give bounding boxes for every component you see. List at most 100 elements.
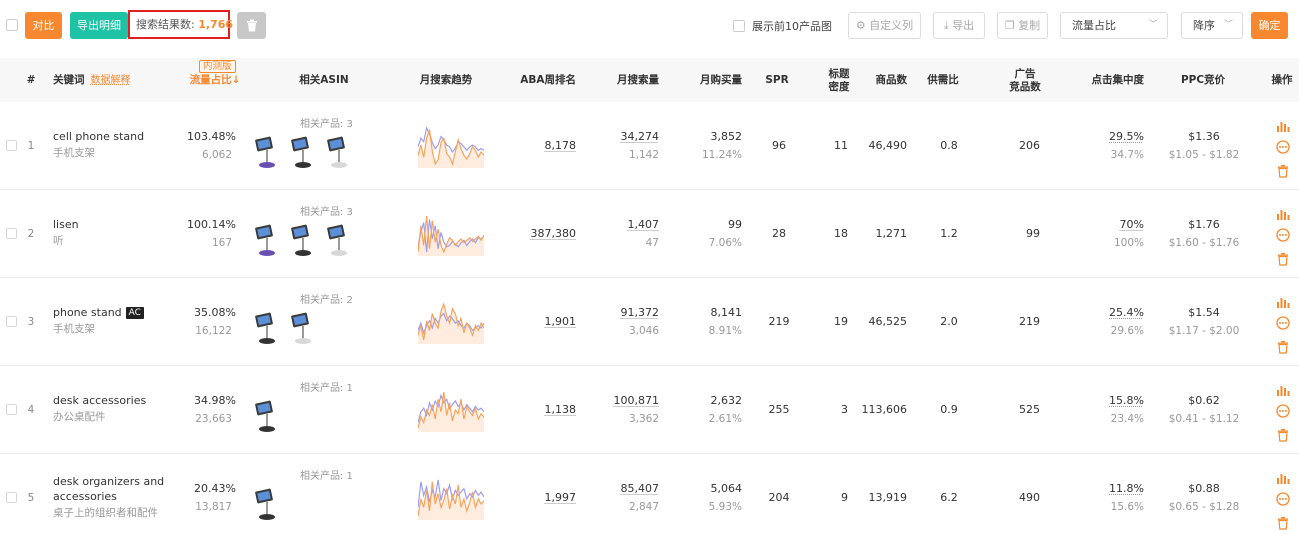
aba-rank-value[interactable]: 387,380 [530, 227, 577, 240]
click-concentration-value[interactable]: 25.4% [1109, 306, 1144, 319]
chart-bar-icon[interactable] [1276, 295, 1290, 309]
row-checkbox[interactable] [6, 228, 17, 239]
click-concentration-value[interactable]: 11.8% [1109, 482, 1144, 495]
keyword-text[interactable]: desk organizers and [53, 475, 165, 488]
keyword-translation: 桌子上的组织者和配件 [53, 507, 158, 519]
phone-stand-thumbnail[interactable] [324, 222, 354, 258]
chart-bar-icon[interactable] [1276, 471, 1290, 485]
chart-bar-icon[interactable] [1276, 383, 1290, 397]
monthly-search-trend-chart[interactable] [418, 122, 484, 168]
more-circle-icon[interactable] [1276, 492, 1290, 506]
spr-value: 96 [772, 139, 786, 152]
export-detail-button[interactable]: 导出明细 [70, 12, 128, 39]
custom-columns-button[interactable]: ⚙ 自定义列 [848, 12, 921, 39]
col-supply-demand[interactable]: 供需比 [927, 74, 959, 86]
keyword-text[interactable]: desk accessories [53, 394, 147, 407]
ad-products-value: 525 [1019, 403, 1040, 416]
monthly-search-value[interactable]: 34,274 [620, 130, 660, 143]
click-concentration-value[interactable]: 15.8% [1109, 394, 1144, 407]
more-circle-icon[interactable] [1276, 140, 1290, 154]
more-circle-icon[interactable] [1276, 228, 1290, 242]
keyword-text[interactable]: phone stand AC [53, 306, 144, 320]
trash-icon[interactable] [1276, 428, 1290, 442]
col-keyword: 关键词 数据解释 [53, 74, 131, 87]
confirm-button[interactable]: 确定 [1251, 12, 1288, 39]
monthly-search-value[interactable]: 100,871 [613, 394, 660, 407]
table-row: 3 phone stand AC 手机支架 35.08% 16,122 相关产品: 2 1,9… [0, 278, 1299, 366]
phone-stand-thumbnail[interactable] [288, 310, 318, 346]
show-top10-checkbox[interactable] [733, 20, 745, 32]
phone-stand-thumbnail[interactable] [252, 134, 282, 170]
trash-icon[interactable] [1276, 164, 1290, 178]
phone-stand-thumbnail[interactable] [288, 134, 318, 170]
col-title-density[interactable]: 标题 密度 [829, 68, 850, 94]
aba-rank-value[interactable]: 8,178 [544, 139, 577, 152]
trend-line-primary [418, 391, 484, 429]
col-ad-products[interactable]: 广告 竞品数 [1009, 68, 1041, 94]
purchase-rate-value: 11.24% [701, 149, 742, 161]
trash-icon[interactable] [1276, 252, 1290, 266]
traffic-share-value: 20.43% [194, 482, 236, 495]
keyword-text[interactable]: cell phone stand [53, 130, 145, 143]
chart-bar-icon[interactable] [1276, 119, 1290, 133]
phone-stand-thumbnail[interactable] [252, 486, 282, 522]
phone-stand-thumbnail[interactable] [252, 398, 282, 434]
col-aba-rank[interactable]: ABA周排名 [520, 74, 576, 86]
row-checkbox[interactable] [6, 316, 17, 327]
ad-products-value: 99 [1026, 227, 1040, 240]
col-product-count[interactable]: 商品数 [875, 74, 908, 86]
row-checkbox[interactable] [6, 492, 17, 503]
sort-field-select[interactable]: 流量占比 ﹀ [1060, 12, 1168, 39]
traffic-share-sub: 16,122 [195, 325, 232, 337]
col-traffic-share[interactable]: 流量占比↓ [189, 74, 241, 86]
export-button[interactable]: ⤓ 导出 [933, 12, 985, 39]
monthly-search-value[interactable]: 91,372 [620, 306, 660, 319]
sort-order-select[interactable]: 降序 ﹀ [1181, 12, 1243, 39]
trend-line-primary [418, 215, 484, 254]
phone-stand-thumbnail[interactable] [252, 222, 282, 258]
phone-stand-thumbnail[interactable] [252, 310, 282, 346]
click-concentration-value[interactable]: 29.5% [1109, 130, 1144, 143]
col-ad-products-line1: 广告 [1014, 68, 1036, 80]
monthly-search-value[interactable]: 1,407 [627, 218, 660, 231]
aba-rank-value[interactable]: 1,138 [544, 403, 577, 416]
copy-button[interactable]: ❐ 复制 [997, 12, 1048, 39]
purchase-rate-value: 8.91% [708, 325, 742, 337]
row-index: 4 [27, 404, 35, 416]
phone-stand-thumbnail[interactable] [324, 134, 354, 170]
row-checkbox[interactable] [6, 404, 17, 415]
monthly-search-trend-chart[interactable] [418, 474, 484, 520]
col-monthly-search[interactable]: 月搜索量 [617, 74, 659, 86]
aba-rank-value[interactable]: 1,901 [544, 315, 577, 328]
data-explain-link[interactable]: 数据解释 [90, 75, 131, 86]
monthly-search-trend-chart[interactable] [418, 210, 484, 256]
trash-icon[interactable] [1276, 516, 1290, 530]
keyword-text[interactable]: lisen [53, 218, 79, 231]
col-spr[interactable]: SPR [765, 74, 789, 86]
monthly-search-trend-chart[interactable] [418, 298, 484, 344]
ppc-range: $1.17 - $2.00 [1168, 325, 1240, 337]
col-click-concentration[interactable]: 点击集中度 [1091, 74, 1145, 86]
more-circle-icon[interactable] [1276, 316, 1290, 330]
compare-button[interactable]: 对比 [25, 12, 62, 39]
col-monthly-purchase[interactable]: 月购买量 [700, 74, 742, 86]
traffic-share-value: 35.08% [194, 306, 236, 319]
gear-icon: ⚙ [855, 19, 866, 32]
more-circle-icon[interactable] [1276, 404, 1290, 418]
title-density-value: 19 [834, 315, 848, 328]
row-checkbox[interactable] [6, 140, 17, 151]
delete-button[interactable] [237, 12, 266, 39]
show-top10-toggle[interactable]: 展示前10产品图 [733, 18, 832, 34]
monthly-search-value[interactable]: 85,407 [620, 482, 660, 495]
copy-label: 复制 [1018, 19, 1041, 32]
click-concentration-value[interactable]: 70% [1119, 218, 1144, 231]
monthly-search-trend-chart[interactable] [418, 386, 484, 432]
aba-rank-value[interactable]: 1,997 [544, 491, 577, 504]
trash-icon[interactable] [1276, 340, 1290, 354]
col-ppc[interactable]: PPC竞价 [1180, 74, 1226, 86]
phone-stand-thumbnail[interactable] [288, 222, 318, 258]
keyword-text-line2[interactable]: accessories [53, 490, 117, 503]
select-all-checkbox[interactable] [6, 19, 18, 31]
chart-bar-icon[interactable] [1276, 207, 1290, 221]
related-asin-thumbnails [252, 398, 282, 434]
